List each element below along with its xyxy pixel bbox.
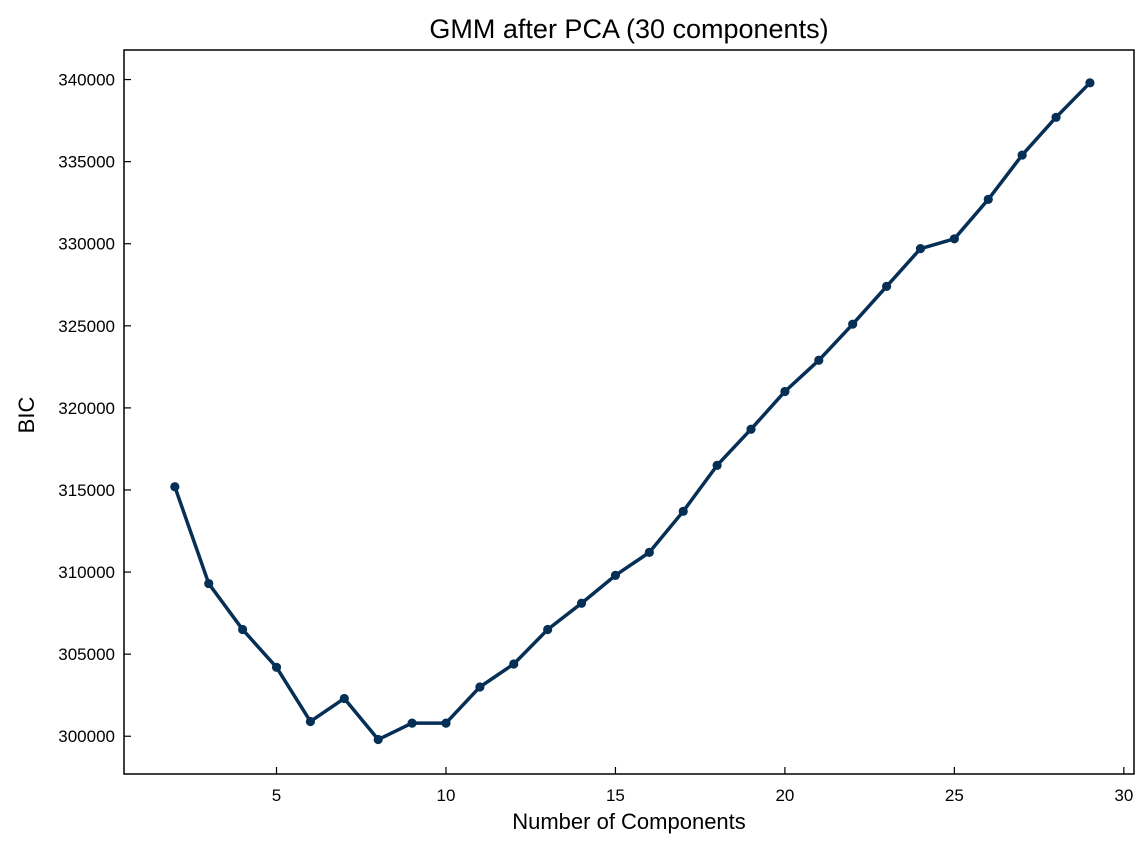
data-point <box>509 659 519 669</box>
data-point <box>1051 112 1061 122</box>
plot-content <box>170 78 1095 745</box>
data-point <box>543 624 553 635</box>
data-point <box>441 718 451 728</box>
y-tick-label: 310000 <box>58 563 115 582</box>
data-point <box>1085 78 1095 88</box>
data-point <box>373 734 383 745</box>
series-line <box>173 81 1092 742</box>
data-point <box>204 578 214 589</box>
y-tick-label: 305000 <box>58 645 115 664</box>
data-point <box>1017 150 1027 160</box>
data-point <box>610 570 621 580</box>
data-point <box>238 624 248 635</box>
y-tick-label: 325000 <box>58 317 115 336</box>
data-point <box>780 386 790 397</box>
data-point <box>644 547 654 557</box>
y-tick-label: 330000 <box>58 235 115 254</box>
data-point <box>814 355 824 365</box>
data-point <box>170 482 180 492</box>
x-tick-label: 20 <box>775 786 794 805</box>
data-point <box>305 716 316 727</box>
y-tick-label: 335000 <box>58 153 115 172</box>
axis-ticks: 5 10 15 20 25 30 300000 305000 310000 315000 32000… <box>58 71 1133 805</box>
data-point <box>746 424 756 434</box>
data-point <box>678 506 688 516</box>
y-tick-label: 320000 <box>58 399 115 418</box>
data-point <box>576 598 587 608</box>
x-tick-label: 30 <box>1114 786 1133 805</box>
data-point <box>271 662 282 672</box>
x-axis-label: Number of Components <box>512 809 746 834</box>
plot-frame <box>123 49 1135 775</box>
y-tick-label: 300000 <box>58 727 115 746</box>
data-point <box>407 718 417 728</box>
data-point <box>475 682 485 692</box>
x-tick-label: 5 <box>272 786 281 805</box>
x-tick-label: 15 <box>606 786 625 805</box>
data-point <box>339 693 349 704</box>
data-point <box>712 460 722 470</box>
data-point <box>881 281 892 292</box>
data-point <box>915 244 926 254</box>
data-point <box>983 194 993 204</box>
y-tick-label: 315000 <box>58 481 115 500</box>
x-tick-label: 25 <box>945 786 964 805</box>
data-point <box>949 234 959 244</box>
chart-title: GMM after PCA (30 components) <box>429 14 828 44</box>
y-tick-label: 340000 <box>58 71 115 90</box>
y-axis-label: BIC <box>14 397 39 434</box>
x-tick-label: 10 <box>437 786 456 805</box>
data-point <box>848 319 858 329</box>
